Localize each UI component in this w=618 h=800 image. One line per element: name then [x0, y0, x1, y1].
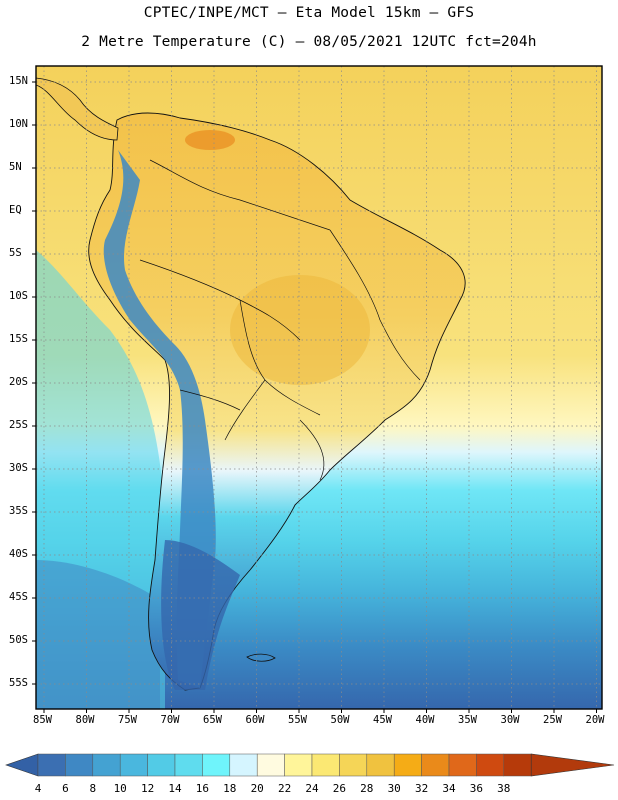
colorbar-label: 38 [497, 782, 511, 795]
colorbar-label: 20 [250, 782, 264, 795]
longitude-label: 85W [33, 714, 52, 726]
colorbar-swatch [476, 753, 505, 777]
hot-north-spot [185, 130, 235, 150]
patagonia-cold [161, 540, 240, 690]
colorbar-swatch [311, 753, 340, 777]
latitude-label: 15S [9, 333, 28, 345]
colorbar-label: 12 [140, 782, 155, 795]
colorbar-swatch [421, 753, 450, 777]
title-line-1: CPTEC/INPE/MCT – Eta Model 15km – GFS [143, 5, 475, 21]
longitude-label: 70W [160, 714, 180, 726]
central-america-land [36, 77, 119, 141]
latitude-label: 15N [9, 75, 28, 87]
latitude-label: 20S [9, 376, 28, 388]
colorbar-label: 18 [223, 782, 237, 795]
colorbar-low-cap [5, 753, 39, 777]
colorbar-swatch [284, 753, 313, 777]
longitude-label: 40W [415, 714, 435, 726]
colorbar-label: 24 [305, 782, 319, 795]
latitude-label: 5N [9, 161, 22, 173]
latitude-label: 55S [9, 677, 28, 689]
colorbar-swatch [339, 753, 368, 777]
longitude-label: 30W [500, 714, 520, 726]
latitude-label: EQ [9, 204, 22, 216]
colorbar-label: 14 [168, 782, 182, 795]
lat-lon-gridlines [32, 66, 602, 713]
longitude-label: 50W [330, 714, 350, 726]
colorbar-swatch [37, 753, 66, 777]
colorbar-high-cap [530, 753, 615, 777]
colorbar-swatch [65, 753, 94, 777]
country-borders [139, 159, 421, 481]
longitude-label: 35W [458, 714, 477, 726]
falkland-islands [246, 653, 276, 662]
colorbar-swatch [393, 753, 422, 777]
colorbar-label: 32 [414, 782, 429, 795]
latitude-label: 50S [9, 634, 28, 646]
colorbar-swatch [92, 753, 121, 777]
colorbar-swatch [366, 753, 395, 777]
colorbar-label: 36 [469, 782, 484, 795]
map-frame [35, 65, 603, 710]
longitude-label: 55W [288, 714, 307, 726]
colorbar-swatch [119, 753, 148, 777]
longitude-label: 60W [245, 714, 265, 726]
colorbar-label: 28 [360, 782, 374, 795]
longitude-label: 20W [585, 714, 605, 726]
latitude-label: 25S [9, 419, 28, 431]
colorbar-label: 4 [34, 782, 42, 795]
colorbar-label: 34 [442, 782, 456, 795]
colorbar-label: 10 [113, 782, 127, 795]
colorbar-swatch [202, 753, 231, 777]
latitude-label: 40S [9, 548, 28, 560]
latitude-label: 30S [9, 462, 28, 474]
colorbar-label: 16 [195, 782, 210, 795]
title-line-2: 2 Metre Temperature (C) – 08/05/2021 12U… [81, 34, 537, 50]
longitude-label: 65W [203, 714, 222, 726]
colorbar-swatch [448, 753, 477, 777]
colorbar-swatch [503, 753, 532, 777]
colorbar-label: 8 [89, 782, 97, 795]
latitude-label: 10N [9, 118, 28, 130]
colorbar-label: 6 [62, 782, 69, 795]
longitude-label: 75W [118, 714, 137, 726]
warm-interior [230, 275, 370, 385]
latitude-label: 10S [9, 290, 28, 302]
longitude-label: 45W [373, 714, 392, 726]
colorbar-label: 22 [277, 782, 292, 795]
latitude-label: 5S [9, 247, 22, 259]
colorbar-swatch [229, 753, 258, 777]
colorbar-swatch [147, 753, 176, 777]
latitude-label: 35S [9, 505, 28, 517]
temperature-map [32, 65, 603, 713]
colorbar-label: 30 [387, 782, 401, 795]
latitude-label: 45S [9, 591, 28, 603]
colorbar [5, 753, 615, 777]
longitude-label: 80W [75, 714, 95, 726]
longitude-label: 25W [543, 714, 562, 726]
colorbar-label: 26 [332, 782, 347, 795]
colorbar-swatch [256, 753, 285, 777]
colorbar-swatch [174, 753, 203, 777]
